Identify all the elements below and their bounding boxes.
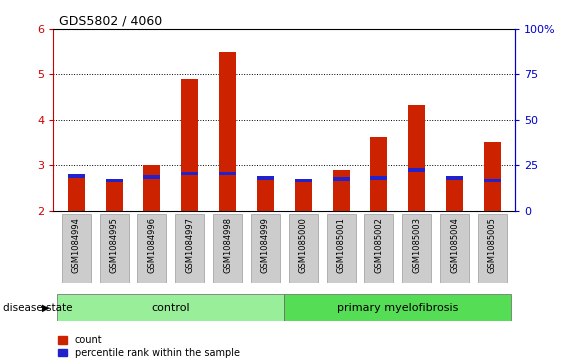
Bar (219, 52, 236, 211)
Text: control: control (151, 303, 190, 313)
FancyBboxPatch shape (213, 214, 242, 283)
Bar (484, 179, 501, 182)
Bar (333, 170, 350, 211)
FancyBboxPatch shape (364, 214, 394, 283)
Text: GSM1084997: GSM1084997 (185, 217, 194, 273)
FancyBboxPatch shape (137, 214, 166, 283)
Text: GSM1085005: GSM1085005 (488, 217, 497, 273)
FancyBboxPatch shape (327, 214, 356, 283)
Text: GSM1085004: GSM1085004 (450, 217, 459, 273)
Bar (181, 79, 198, 211)
Bar (181, 172, 198, 175)
Bar (219, 172, 236, 175)
FancyBboxPatch shape (478, 214, 507, 283)
Bar (144, 175, 160, 179)
Bar (257, 176, 274, 180)
Bar (408, 168, 425, 172)
FancyBboxPatch shape (62, 214, 91, 283)
Bar (105, 179, 123, 182)
FancyBboxPatch shape (100, 214, 128, 283)
Bar (68, 178, 84, 211)
FancyBboxPatch shape (289, 214, 318, 283)
FancyBboxPatch shape (284, 294, 511, 321)
Bar (105, 182, 123, 211)
FancyBboxPatch shape (440, 214, 469, 283)
FancyBboxPatch shape (403, 214, 431, 283)
Text: GSM1084994: GSM1084994 (72, 217, 81, 273)
Bar (408, 105, 425, 211)
Legend: count, percentile rank within the sample: count, percentile rank within the sample (59, 335, 240, 358)
Text: GSM1085003: GSM1085003 (412, 217, 421, 273)
Text: GSM1085000: GSM1085000 (299, 217, 308, 273)
Text: GDS5802 / 4060: GDS5802 / 4060 (59, 15, 162, 28)
Text: disease state: disease state (3, 303, 72, 313)
Text: GSM1084998: GSM1084998 (223, 217, 232, 273)
Bar (294, 182, 312, 211)
Text: ▶: ▶ (42, 303, 49, 313)
Text: primary myelofibrosis: primary myelofibrosis (337, 303, 458, 313)
Text: GSM1084995: GSM1084995 (110, 217, 119, 273)
Bar (144, 165, 160, 211)
Text: GSM1084999: GSM1084999 (261, 217, 270, 273)
Text: GSM1085002: GSM1085002 (374, 217, 383, 273)
Text: GSM1084996: GSM1084996 (148, 217, 157, 273)
Bar (446, 176, 463, 180)
Bar (370, 176, 387, 180)
Bar (484, 143, 501, 211)
Bar (294, 179, 312, 182)
FancyBboxPatch shape (251, 214, 280, 283)
FancyBboxPatch shape (57, 294, 284, 321)
Bar (446, 178, 463, 211)
FancyBboxPatch shape (175, 214, 204, 283)
Bar (370, 137, 387, 211)
Bar (68, 174, 84, 178)
Text: GSM1085001: GSM1085001 (337, 217, 346, 273)
Bar (333, 178, 350, 181)
Bar (257, 178, 274, 211)
